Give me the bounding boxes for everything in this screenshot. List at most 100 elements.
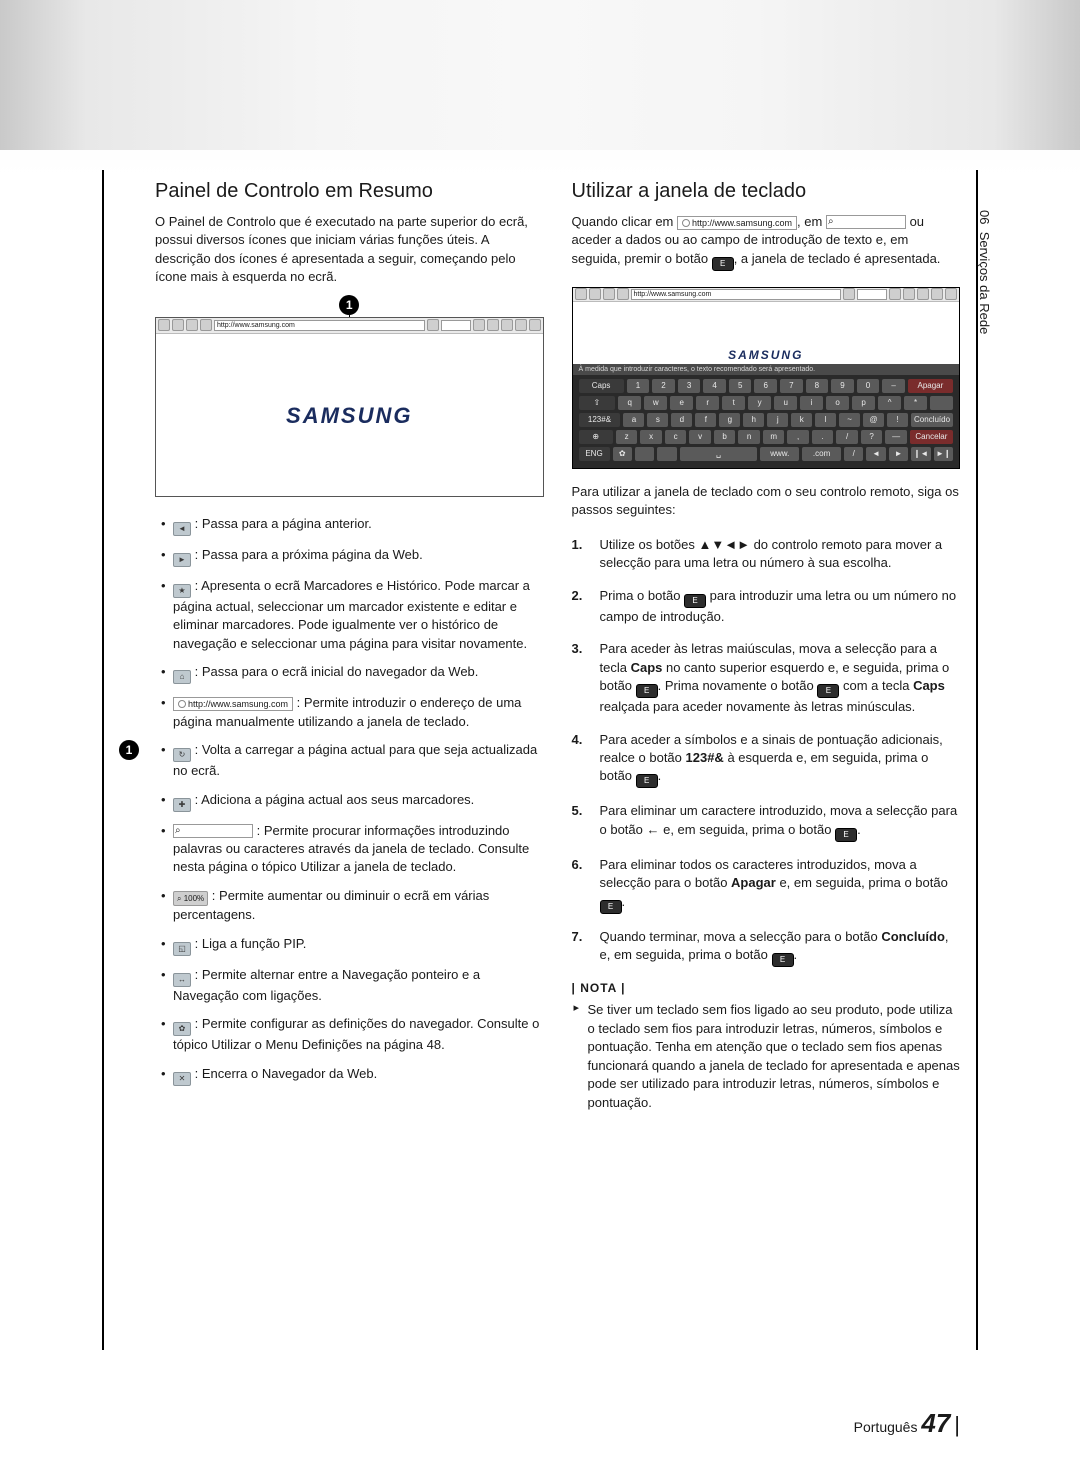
kb-key: .: [812, 430, 834, 444]
bookmarks-icon: ★: [173, 584, 191, 598]
apagar-label: Apagar: [731, 875, 776, 890]
list-item: 100% : Permite aumentar ou diminuir o ec…: [155, 887, 544, 925]
intro-text: , em: [797, 214, 826, 229]
settings-icon: [515, 319, 527, 331]
enter-button-icon: E: [712, 257, 734, 271]
sym-label: 123#&: [686, 750, 724, 765]
kb-key: ⇧: [579, 396, 616, 410]
caps-label: Caps: [913, 678, 945, 693]
pip-icon: [487, 319, 499, 331]
kb-key: p: [852, 396, 875, 410]
step-text: .: [622, 894, 626, 909]
kb-key: ►: [889, 447, 908, 461]
kb-key: z: [616, 430, 638, 444]
kb-key: @: [863, 413, 884, 427]
refresh-icon: [427, 319, 439, 331]
list-item: ↻ : Volta a carregar a página actual par…: [155, 741, 544, 780]
kb-key: *: [904, 396, 927, 410]
kb-key: t: [722, 396, 745, 410]
kb-key: ,: [787, 430, 809, 444]
kb-key: ◄: [866, 447, 885, 461]
kb-key: s: [647, 413, 668, 427]
steps-list: Utilize os botões ▲▼◄► do controlo remot…: [572, 536, 961, 967]
nota-heading: | NOTA |: [572, 981, 961, 995]
kb-key: 1: [627, 379, 650, 393]
enter-button-icon: E: [684, 594, 706, 608]
kb-key: e: [670, 396, 693, 410]
step-text: e, em seguida, prima o botão: [776, 875, 948, 890]
home-icon: [200, 319, 212, 331]
kb-key: w: [644, 396, 667, 410]
kb-key: [930, 396, 953, 410]
kb-row-2: ⇧qwertyuiop^*: [579, 396, 954, 410]
side-callout-1: 1: [119, 740, 139, 760]
right-intro: Quando clicar em http://www.samsung.com,…: [572, 213, 961, 271]
kb-key: m: [763, 430, 785, 444]
footer-bar: |: [954, 1412, 960, 1437]
kb-key: 6: [754, 379, 777, 393]
url-bar: http://www.samsung.com: [214, 320, 425, 331]
right-column: Utilizar a janela de teclado Quando clic…: [572, 180, 961, 1112]
item-text: : Passa para a página anterior.: [195, 516, 372, 531]
kb-key: [635, 447, 654, 461]
kb-key: ␣: [680, 447, 758, 461]
home-icon: ⌂: [173, 670, 191, 684]
kb-key: n: [738, 430, 760, 444]
step-text: .: [857, 822, 861, 837]
list-item: ◱ : Liga a função PIP.: [155, 935, 544, 956]
step-text: Para eliminar um caractere introduzido, …: [600, 803, 958, 836]
url-input-text: http://www.samsung.com: [188, 699, 288, 709]
page-number: 47: [921, 1408, 950, 1438]
step-text: com a tecla: [839, 678, 913, 693]
enter-button-icon: E: [636, 774, 658, 788]
kb-key: 123#&: [579, 413, 621, 427]
step-text: Utilize os botões ▲▼◄► do controlo remot…: [600, 537, 943, 570]
kb-key: ENG: [579, 447, 610, 461]
samsung-logo: SAMSUNG: [286, 403, 412, 429]
enter-button-icon: E: [772, 953, 794, 967]
kb-key: Apagar: [908, 379, 953, 393]
kb-key: Caps: [579, 379, 624, 393]
kb-key: i: [800, 396, 823, 410]
kb-key: c: [665, 430, 687, 444]
kb-key: ⊕: [579, 430, 613, 444]
kb-key: ✿: [613, 447, 632, 461]
forward-icon: [172, 319, 184, 331]
search-box: [857, 289, 887, 300]
list-item: ★ : Apresenta o ecrã Marcadores e Histór…: [155, 577, 544, 653]
enter-button-icon: E: [817, 684, 839, 698]
close-icon: [945, 288, 957, 300]
list-item: ✕ : Encerra o Navegador da Web.: [155, 1065, 544, 1086]
step-item: Quando terminar, mova a selecção para o …: [572, 928, 961, 967]
item-text: : Permite alternar entre a Navegação pon…: [173, 967, 480, 1003]
kb-row-1: Caps1234567890–Apagar: [579, 379, 954, 393]
settings-icon: [931, 288, 943, 300]
list-item: ► : Passa para a próxima página da Web.: [155, 546, 544, 567]
step-text: . Prima novamente o botão: [658, 678, 818, 693]
kb-row-5: ENG✿ ␣www..com/◄►❙◄►❙: [579, 447, 954, 461]
list-item: ✚ : Adiciona a página actual aos seus ma…: [155, 791, 544, 812]
side-tab-label: Serviços da Rede: [977, 232, 992, 335]
item-text: : Apresenta o ecrã Marcadores e Históric…: [173, 578, 530, 651]
kb-content-area: SAMSUNG: [573, 302, 960, 364]
home-icon: [617, 288, 629, 300]
samsung-logo: SAMSUNG: [728, 348, 803, 362]
kb-toolbar: http://www.samsung.com: [573, 288, 960, 302]
list-item: ⌂ : Passa para o ecrã inicial do navegad…: [155, 663, 544, 684]
kb-key: Concluído: [911, 413, 953, 427]
kb-key: u: [774, 396, 797, 410]
item-text: : Liga a função PIP.: [195, 936, 307, 951]
kb-key: —: [885, 430, 907, 444]
top-gradient-band: [0, 0, 1080, 150]
bookmarks-icon: [186, 319, 198, 331]
page-footer: Português 47|: [854, 1408, 960, 1439]
step-item: Para eliminar um caractere introduzido, …: [572, 802, 961, 841]
item-text: : Permite configurar as definições do na…: [173, 1016, 539, 1052]
close-icon: ✕: [173, 1072, 191, 1086]
language-label: Português: [854, 1419, 918, 1435]
url-input-box: http://www.samsung.com: [173, 697, 293, 711]
kb-key: 8: [806, 379, 829, 393]
close-icon: [529, 319, 541, 331]
intro-text: Quando clicar em: [572, 214, 678, 229]
left-intro: O Painel de Controlo que é executado na …: [155, 213, 544, 287]
